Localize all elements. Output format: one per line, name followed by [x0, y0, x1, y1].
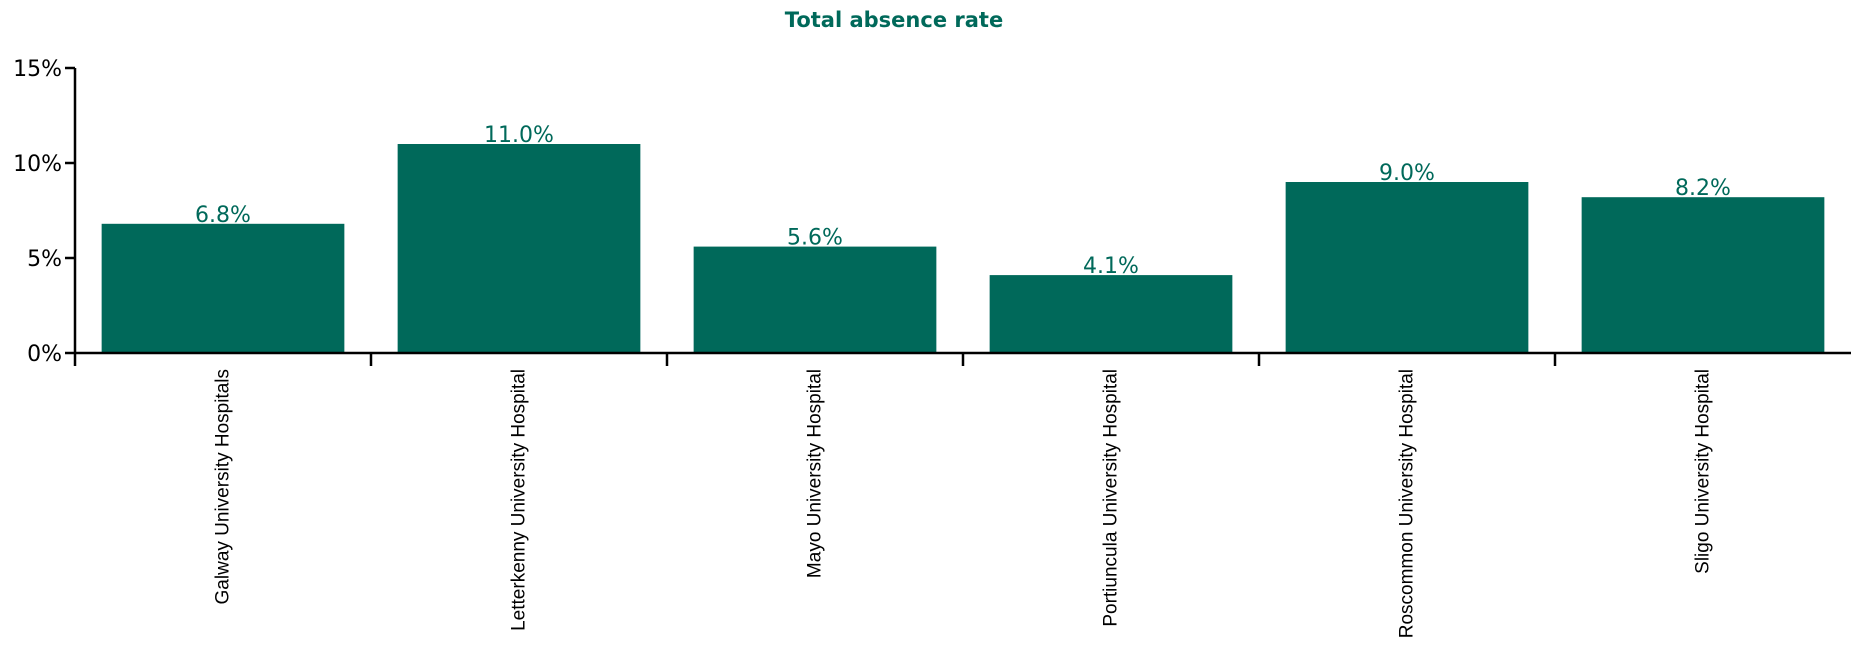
y-tick-label: 15%: [13, 57, 62, 82]
y-tick-label: 5%: [27, 247, 62, 272]
x-category-label: Letterkenny University Hospital: [509, 369, 530, 631]
data-label: 11.0%: [484, 123, 554, 148]
x-category-label: Galway University Hospitals: [213, 369, 234, 604]
x-category-label: Sligo University Hospital: [1693, 369, 1714, 574]
bar: [397, 144, 641, 353]
bars: 6.8% 11.0% 5.6% 4.1% 9.0% 8.2%: [101, 123, 1825, 353]
x-category-label: Portiuncula University Hospital: [1101, 369, 1122, 627]
bar: [1285, 182, 1529, 353]
x-axis: Galway University Hospitals Letterkenny U…: [75, 351, 1851, 638]
x-category-label: Mayo University Hospital: [805, 369, 826, 578]
y-tick-label: 10%: [13, 152, 62, 177]
data-label: 8.2%: [1675, 176, 1731, 201]
data-label: 4.1%: [1083, 254, 1139, 279]
x-category-label: Roscommon University Hospital: [1397, 369, 1418, 638]
y-tick-label: 0%: [27, 342, 62, 367]
bar: [101, 223, 345, 353]
y-axis: 0% 5% 10% 15%: [13, 57, 77, 367]
bar: [1581, 197, 1825, 353]
bar: [693, 246, 937, 353]
data-label: 6.8%: [195, 203, 251, 228]
bar: [989, 275, 1233, 353]
chart-title: Total absence rate: [785, 8, 1003, 32]
data-label: 9.0%: [1379, 161, 1435, 186]
data-label: 5.6%: [787, 226, 843, 251]
